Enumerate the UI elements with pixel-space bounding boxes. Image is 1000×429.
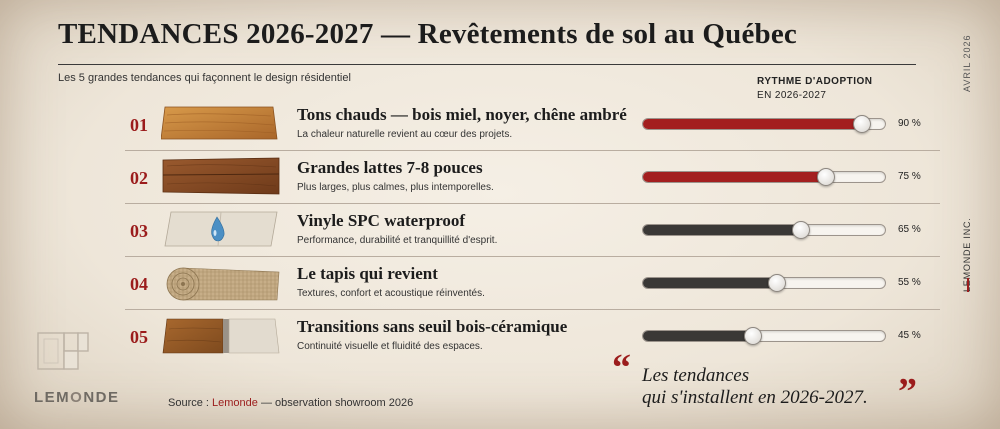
- trend-description: Performance, durabilité et tranquillité …: [297, 235, 498, 246]
- trend-number: 01: [130, 115, 148, 135]
- carpet-roll-icon: [166, 267, 280, 301]
- page-subtitle: Les 5 grandes tendances qui façonnent le…: [58, 72, 351, 84]
- quote-close-mark: ”: [898, 371, 917, 413]
- adoption-bar-fill: [643, 119, 861, 129]
- trend-number: 03: [130, 221, 148, 241]
- page-title: TENDANCES 2026-2027 — Revêtements de sol…: [58, 18, 797, 50]
- row-divider: [125, 203, 940, 204]
- adoption-bar-track: [642, 327, 886, 345]
- source-prefix: Source :: [168, 397, 213, 409]
- trend-row: 02 Grandes lattes 7-8 pouces Plus larges…: [125, 151, 945, 204]
- trend-row: 03 Vinyle SPC waterproof Performance, du…: [125, 204, 945, 257]
- adoption-bar-knob: [816, 168, 835, 186]
- adoption-bar-track: [642, 168, 886, 186]
- side-accent-bar: [967, 278, 969, 292]
- row-divider: [125, 309, 940, 310]
- trend-row: 05 Transitions sans seuil bois-céramique…: [125, 310, 945, 363]
- logo-text-b: O: [70, 389, 84, 406]
- logo-text-c: NDE: [83, 389, 120, 406]
- logo-text-a: LEM: [34, 389, 71, 406]
- trend-title: Le tapis qui revient: [297, 264, 438, 283]
- trend-number: 02: [130, 168, 148, 188]
- source-suffix: — observation showroom 2026: [257, 397, 414, 409]
- source-note: Source : Lemonde — observation showroom …: [168, 397, 413, 409]
- trend-title: Transitions sans seuil bois-céramique: [297, 317, 568, 336]
- adoption-bar-knob: [768, 274, 787, 292]
- adoption-bar-fill: [643, 278, 777, 288]
- adoption-percentage: 75 %: [898, 171, 921, 182]
- adoption-bar-track: [642, 115, 886, 133]
- trend-description: La chaleur naturelle revient au cœur des…: [297, 129, 513, 140]
- trend-title: Vinyle SPC waterproof: [297, 211, 466, 230]
- trend-description: Continuité visuelle et fluidité des espa…: [297, 341, 483, 352]
- adoption-percentage: 55 %: [898, 277, 921, 288]
- adoption-bar-track: [642, 221, 886, 239]
- adoption-bar-track: [642, 274, 886, 292]
- trend-number: 04: [130, 274, 148, 294]
- quote-open-mark: “: [612, 347, 631, 389]
- trend-row: 04 Le tapis qui revient Textures, confor…: [125, 257, 945, 310]
- adoption-bar-knob: [743, 327, 762, 345]
- quote-line-1: Les tendances: [642, 365, 750, 386]
- adoption-bar-fill: [643, 172, 825, 182]
- row-divider: [125, 150, 940, 151]
- wood-to-tile-transition-icon: [162, 318, 280, 354]
- lemonde-logo-icon: [37, 332, 89, 370]
- trend-title: Tons chauds — bois miel, noyer, chêne am…: [297, 105, 627, 124]
- trend-list: 01 Tons chauds — bois miel, noyer, chêne…: [125, 98, 945, 363]
- trend-row: 01 Tons chauds — bois miel, noyer, chêne…: [125, 98, 945, 151]
- adoption-period: EN 2026-2027: [757, 90, 827, 101]
- adoption-bar-fill: [643, 225, 801, 235]
- source-brand: Lemonde: [212, 397, 258, 409]
- adoption-bar-knob: [852, 115, 871, 133]
- row-divider: [125, 256, 940, 257]
- trend-title: Grandes lattes 7-8 pouces: [297, 158, 483, 177]
- side-date-label: AVRIL 2026: [962, 34, 972, 92]
- adoption-bar-fill: [643, 331, 752, 341]
- wide-plank-icon: [162, 157, 280, 195]
- side-brand-label: LEMONDE INC.: [962, 217, 972, 292]
- adoption-percentage: 45 %: [898, 330, 921, 341]
- trend-description: Textures, confort et acoustique réinvent…: [297, 288, 485, 299]
- adoption-bar-knob: [792, 221, 811, 239]
- adoption-percentage: 90 %: [898, 118, 921, 129]
- logo-wordmark: LEMONDE: [34, 389, 120, 406]
- adoption-title: RYTHME D'ADOPTION: [757, 76, 873, 87]
- trend-description: Plus larges, plus calmes, plus intempore…: [297, 182, 494, 193]
- honey-wood-plank-icon: [161, 106, 278, 140]
- title-divider: [58, 64, 916, 65]
- stone-tile-water-drop-icon: [164, 211, 278, 247]
- trend-number: 05: [130, 327, 148, 347]
- adoption-column-header: RYTHME D'ADOPTION EN 2026-2027: [757, 75, 873, 103]
- adoption-percentage: 65 %: [898, 224, 921, 235]
- quote-line-2: qui s'installent en 2026-2027.: [642, 387, 868, 408]
